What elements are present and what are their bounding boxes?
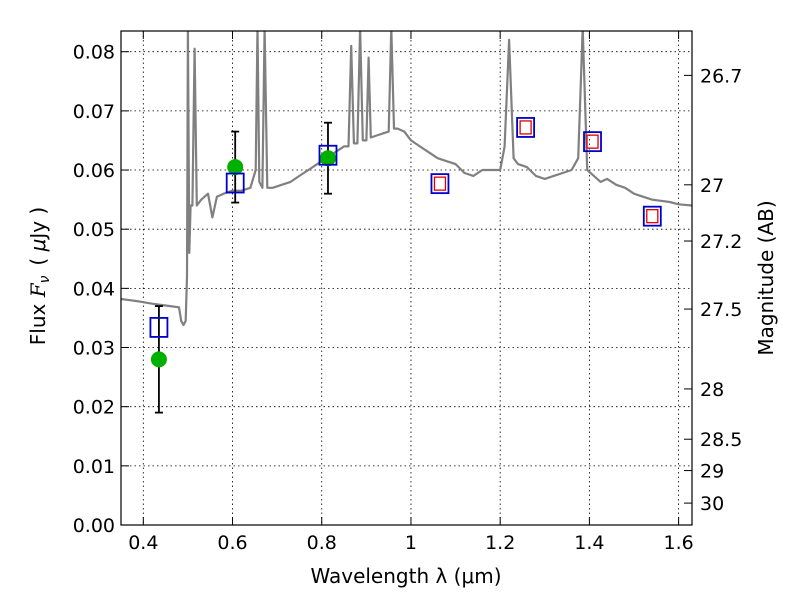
x-tick-label: 1.2 bbox=[485, 532, 515, 554]
y-label-subscript: ν bbox=[37, 275, 53, 283]
model-square bbox=[583, 131, 602, 153]
y-label-open-paren: ( bbox=[26, 251, 50, 265]
y2-tick-label: 28 bbox=[700, 379, 724, 401]
y2-tick-label: 26.7 bbox=[700, 65, 742, 87]
model-square bbox=[318, 144, 338, 166]
y-tick-label: 0.04 bbox=[73, 278, 115, 300]
y-tick-label: 0.05 bbox=[73, 219, 115, 241]
model-square bbox=[149, 316, 169, 338]
inner-square bbox=[519, 120, 532, 135]
model-square bbox=[430, 173, 450, 195]
y2-tick-label: 27.2 bbox=[700, 231, 742, 253]
y-axis-label: Flux Fν ( μJy ) bbox=[26, 207, 53, 345]
x-tick-label: 0.4 bbox=[128, 532, 158, 554]
inner-square bbox=[646, 209, 659, 224]
model-square bbox=[516, 117, 536, 138]
inner-square bbox=[586, 134, 599, 149]
y-label-mu: μ bbox=[26, 239, 50, 253]
y2-tick-label: 29 bbox=[700, 461, 724, 483]
y-label-unit: Jy ) bbox=[26, 207, 50, 241]
x-tick-label: 1.4 bbox=[574, 532, 604, 554]
y-label-symbol: F bbox=[26, 282, 50, 298]
plot-frame bbox=[120, 30, 693, 526]
grid-layer bbox=[121, 31, 692, 526]
ticks-layer: 0.4 0.6 0.8 1 1.2 1.4 1.6 0.00 0.01 0.02 0.03 0.04 0… bbox=[73, 31, 742, 554]
y-label-prefix: Flux bbox=[26, 297, 50, 345]
y-tick-label: 0.00 bbox=[73, 515, 115, 537]
y-tick-label: 0.06 bbox=[73, 160, 115, 182]
x-tick-label: 0.6 bbox=[217, 532, 247, 554]
x-tick-label: 0.8 bbox=[307, 532, 337, 554]
model-square bbox=[225, 172, 245, 194]
plot-area bbox=[121, 31, 692, 414]
y-tick-label: 0.03 bbox=[73, 338, 115, 360]
y2-tick-label: 27.5 bbox=[700, 299, 742, 321]
y2-tick-label: 28.5 bbox=[700, 429, 742, 451]
observed-point bbox=[319, 150, 336, 167]
inner-square bbox=[433, 176, 447, 191]
model-square bbox=[642, 205, 662, 227]
x-tick-label: 1.6 bbox=[664, 532, 694, 554]
x-axis-label: Wavelength λ (μm) bbox=[310, 564, 501, 588]
observed-point bbox=[150, 351, 167, 368]
y2-tick-label: 30 bbox=[700, 493, 724, 515]
y-tick-label: 0.01 bbox=[73, 456, 115, 478]
y-tick-label: 0.08 bbox=[73, 42, 115, 64]
y2-axis-label: Magnitude (AB) bbox=[754, 200, 778, 355]
y2-tick-label: 27 bbox=[700, 175, 724, 197]
y-tick-label: 0.02 bbox=[73, 397, 115, 419]
y-tick-label: 0.07 bbox=[73, 101, 115, 123]
x-tick-label: 1 bbox=[405, 532, 417, 554]
spectrum-line bbox=[121, 31, 692, 327]
observed-point bbox=[227, 159, 244, 176]
